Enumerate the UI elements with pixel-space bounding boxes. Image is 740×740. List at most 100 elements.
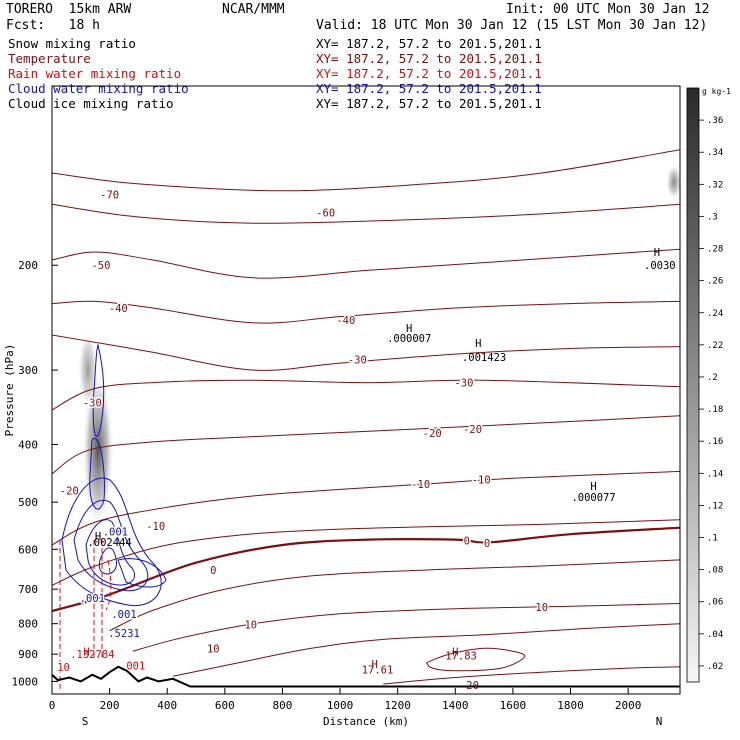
colorbar-tick-label: .06 <box>707 598 723 608</box>
max-marker: H <box>475 338 481 350</box>
x-axis-start-label: S <box>82 715 89 728</box>
contour-value-label: .001 <box>80 593 105 605</box>
contour-value-label: -10 <box>146 521 165 533</box>
x-tick-label: 1000 <box>327 699 354 712</box>
max-marker: H <box>452 646 458 658</box>
max-value-label: .002444 <box>87 537 131 549</box>
max-value-label: 17.61 <box>362 664 394 676</box>
temperature-contour <box>52 526 680 613</box>
colorbar-unit: g kg-1 <box>702 87 731 96</box>
max-marker: H <box>590 481 596 493</box>
colorbar-tick-label: .26 <box>707 277 723 287</box>
colorbar <box>686 87 700 683</box>
legend-label-cloud-water: Cloud water mixing ratio <box>8 81 189 96</box>
contour-value-label: -40 <box>336 315 355 327</box>
contour-value-label: -70 <box>100 189 119 201</box>
x-tick-label: 0 <box>49 699 56 712</box>
contour-value-label: .001 <box>111 609 136 621</box>
legend-label-snow: Snow mixing ratio <box>8 36 136 51</box>
valid-time: Valid: 18 UTC Mon 30 Jan 12 (15 LST Mon … <box>316 18 708 33</box>
legend-label-cloud-ice: Cloud ice mixing ratio <box>8 96 174 111</box>
colorbar-tick-label: .36 <box>707 116 723 126</box>
contour-value-label: 10 <box>57 662 70 674</box>
x-tick-label: 1400 <box>442 699 469 712</box>
colorbar-tick-label: .34 <box>707 148 723 158</box>
init-time: Init: 00 UTC Mon 30 Jan 12 <box>506 2 710 17</box>
terrain-line <box>52 665 680 688</box>
colorbar-tick-label: .22 <box>707 341 723 351</box>
max-value-label: .000077 <box>571 492 615 504</box>
temperature-contour <box>383 666 680 685</box>
max-marker: H <box>83 646 89 658</box>
colorbar-tick-label: .32 <box>707 180 723 190</box>
y-tick-label: 900 <box>18 648 38 661</box>
contour-value-label: -10 <box>411 479 430 491</box>
snow-plume-top-right <box>666 164 680 200</box>
y-tick-label: 1000 <box>12 675 39 688</box>
contour-value-label: -20 <box>463 424 482 436</box>
colorbar-tick-label: .18 <box>707 405 723 415</box>
contour-value-label: -10 <box>472 474 491 486</box>
x-axis-end-label: N <box>656 715 663 728</box>
legend-xy-cloud-water: XY= 187.2, 57.2 to 201.5,201.1 <box>316 81 542 96</box>
y-tick-label: 500 <box>18 496 38 509</box>
max-value-label: .001423 <box>462 352 506 364</box>
colorbar-tick-label: .2 <box>707 373 718 383</box>
x-tick-label: 1800 <box>557 699 584 712</box>
temperature-contour <box>132 603 680 652</box>
cloud-water-contour <box>85 519 135 586</box>
x-tick-label: 1200 <box>384 699 411 712</box>
contour-value-label: -40 <box>109 303 128 315</box>
colorbar-tick-label: .14 <box>707 469 723 479</box>
max-marker: H <box>654 247 660 259</box>
model-title: TORERO 15km ARW <box>6 2 132 17</box>
institution-label: NCAR/MMM <box>222 2 285 17</box>
y-tick-label: 200 <box>18 259 38 272</box>
contour-value-label: 10 <box>207 643 220 655</box>
colorbar-tick-label: .12 <box>707 501 723 511</box>
legend-xy-rain: XY= 187.2, 57.2 to 201.5,201.1 <box>316 66 542 81</box>
cloud-water-contour <box>117 558 167 588</box>
forecast-hour: Fcst: 18 h <box>6 18 100 33</box>
contour-value-label: 10 <box>535 602 548 614</box>
temperature-contour <box>52 203 680 224</box>
colorbar-tick-label: .02 <box>707 662 723 672</box>
x-tick-label: 200 <box>100 699 120 712</box>
rain-water-contours <box>59 540 112 690</box>
contour-value-label: 0 <box>484 538 490 550</box>
colorbar-tick-label: .16 <box>707 437 723 447</box>
legend-xy-snow: XY= 187.2, 57.2 to 201.5,201.1 <box>316 36 542 51</box>
cloud-water-contour <box>92 343 105 437</box>
colorbar-tick-label: .3 <box>707 212 718 222</box>
max-marker: H <box>95 531 101 543</box>
colorbar-tick-label: .08 <box>707 566 723 576</box>
plot-frame <box>51 85 681 695</box>
x-tick-label: 800 <box>273 699 293 712</box>
contour-value-label: -50 <box>91 260 110 272</box>
max-value-label: .0030 <box>644 260 676 272</box>
temperature-contour <box>52 379 680 411</box>
contour-value-label: .001 <box>103 526 128 538</box>
x-tick-label: 400 <box>157 699 177 712</box>
temperature-contour <box>426 647 526 672</box>
cloud-water-contour <box>61 477 162 606</box>
max-marker: H <box>371 659 377 671</box>
y-tick-label: 800 <box>18 618 38 631</box>
contour-value-label: -20 <box>423 428 442 440</box>
contour-value-label: 0 <box>210 565 216 577</box>
legend-xy-temperature: XY= 187.2, 57.2 to 201.5,201.1 <box>316 51 542 66</box>
contour-value-label: -30 <box>83 397 102 409</box>
max-marker: H <box>406 323 412 335</box>
x-tick-label: 1600 <box>500 699 527 712</box>
contour-value-label: .001 <box>120 660 145 672</box>
temperature-contour <box>52 334 680 371</box>
temperature-contour <box>52 470 680 546</box>
temperature-contour <box>52 149 680 192</box>
x-tick-label: 2000 <box>615 699 642 712</box>
max-value-label: .132784 <box>70 649 114 661</box>
snow-plume-upper <box>78 330 98 410</box>
contour-value-label: -20 <box>60 486 79 498</box>
contour-value-label: -30 <box>454 378 473 390</box>
temperature-contour <box>172 623 680 677</box>
